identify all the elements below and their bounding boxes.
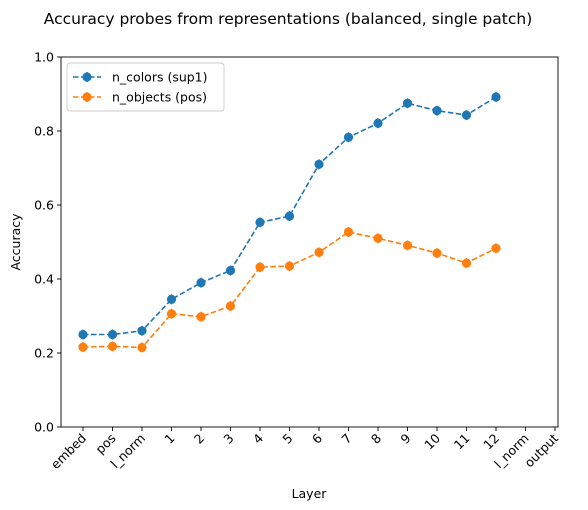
data-point — [432, 248, 442, 258]
x-tick-label: 1 — [161, 431, 177, 447]
legend: n_colors (sup1) n_objects (pos) — [66, 62, 225, 112]
data-point — [137, 326, 147, 336]
x-tick-label: 11 — [451, 431, 473, 453]
y-axis-label: Accuracy — [8, 213, 23, 271]
plot-frame — [60, 56, 559, 428]
data-point — [255, 262, 265, 272]
data-point — [225, 265, 236, 276]
y-tick-label: 0.4 — [34, 272, 54, 287]
x-tick-label: 3 — [220, 431, 236, 447]
data-point — [373, 233, 383, 243]
data-point — [373, 118, 383, 128]
data-point — [432, 106, 442, 116]
series-line-1 — [83, 96, 497, 336]
data-point — [255, 217, 265, 227]
x-tick-label: 4 — [250, 430, 266, 446]
data-point — [314, 159, 324, 169]
data-point — [166, 294, 177, 304]
data-point — [343, 132, 354, 142]
data-point — [196, 278, 206, 288]
data-point — [491, 92, 501, 102]
data-point — [225, 301, 236, 311]
x-axis-label: Layer — [292, 486, 328, 501]
x-tick-label: output — [521, 430, 561, 470]
y-tick-label: 1.0 — [34, 50, 54, 65]
data-point — [166, 309, 177, 319]
legend-marker-2 — [82, 92, 92, 102]
data-point — [107, 329, 118, 340]
data-point — [196, 312, 206, 322]
data-point — [402, 240, 413, 250]
data-point — [137, 342, 147, 353]
data-point — [78, 329, 88, 340]
chart-title: Accuracy probes from representations (ba… — [44, 10, 533, 28]
data-point — [78, 342, 88, 352]
data-point — [107, 341, 118, 351]
legend-box — [66, 62, 225, 112]
x-tick-label: 12 — [480, 431, 502, 453]
data-point — [461, 258, 472, 268]
legend-label-1: n_colors (sup1) — [112, 70, 208, 85]
x-tick-label: 2 — [191, 431, 207, 447]
y-tick-label: 0.8 — [34, 124, 54, 139]
x-tick-label: 7 — [338, 431, 354, 447]
plot-area — [61, 57, 558, 427]
x-tick-label: 6 — [309, 430, 325, 446]
data-point — [284, 261, 295, 271]
legend-label-2: n_objects (pos) — [112, 90, 207, 105]
data-point — [314, 247, 324, 257]
x-tick-label: embed — [48, 431, 89, 472]
y-tick-label: 0.6 — [34, 198, 54, 213]
x-tick-label: 8 — [368, 430, 384, 446]
x-tick-label: 5 — [279, 431, 295, 447]
data-point — [284, 211, 295, 221]
data-point — [343, 227, 354, 237]
series-layer — [78, 91, 501, 353]
x-tick-label: 10 — [421, 430, 443, 452]
legend-marker-1 — [82, 72, 92, 82]
data-point — [491, 243, 501, 253]
y-axis-ticks: 0.0 0.2 0.4 0.6 0.8 1.0 — [34, 50, 61, 435]
data-point — [402, 98, 413, 108]
y-tick-label: 0.0 — [34, 420, 54, 435]
data-point — [461, 110, 472, 120]
y-tick-label: 0.2 — [34, 346, 54, 361]
x-tick-label: 9 — [397, 430, 413, 446]
